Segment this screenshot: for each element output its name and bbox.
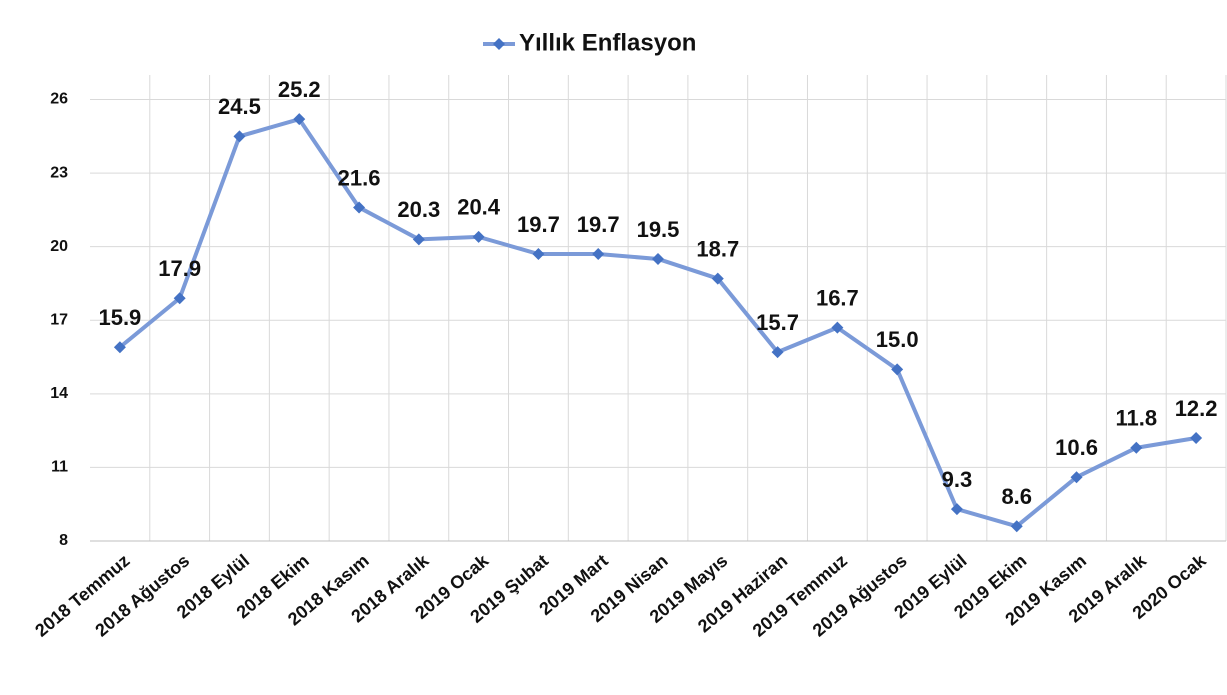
point-marker [891,363,904,376]
point-marker [1010,520,1023,533]
data-label: 19.5 [637,217,680,242]
data-label: 18.7 [696,236,739,261]
y-tick-label: 14 [50,385,68,402]
point-marker [113,341,126,354]
point-marker [771,346,784,359]
data-label: 19.7 [577,212,620,237]
y-tick-label: 17 [50,311,68,328]
legend-marker [493,38,505,50]
point-marker [652,252,664,265]
point-marker [1070,471,1083,484]
point-marker [1130,441,1143,454]
data-label: 8.6 [1001,484,1032,509]
y-tick-label: 8 [59,532,68,549]
point-marker [592,248,605,261]
point-marker [532,248,545,261]
data-label: 20.4 [457,195,501,220]
y-tick-label: 11 [51,459,68,476]
data-label: 9.3 [942,467,973,492]
data-label: 25.2 [278,77,321,102]
y-tick-label: 26 [50,91,68,108]
point-marker [173,292,186,305]
data-label: 21.6 [338,165,381,190]
y-tick-label: 20 [50,238,68,255]
point-marker [472,230,485,243]
point-marker [293,113,306,126]
data-label: 24.5 [218,94,261,119]
point-marker [1190,431,1203,444]
data-label: 20.3 [397,197,440,222]
point-marker [711,272,724,285]
data-label: 19.7 [517,212,560,237]
data-label: 16.7 [816,285,859,310]
data-label: 15.7 [756,310,799,335]
data-label: 11.8 [1116,406,1158,431]
point-marker [412,233,425,246]
data-label: 12.2 [1175,396,1218,421]
point-marker [950,503,963,516]
point-marker [233,130,246,143]
y-tick-label: 23 [50,164,68,181]
data-label: 15.9 [98,305,141,330]
data-label: 10.6 [1055,435,1098,460]
data-label: 17.9 [158,256,201,281]
point-marker [831,321,844,334]
data-label: 15.0 [876,327,919,352]
point-marker [353,201,366,214]
legend-label: Yıllık Enflasyon [519,29,696,56]
